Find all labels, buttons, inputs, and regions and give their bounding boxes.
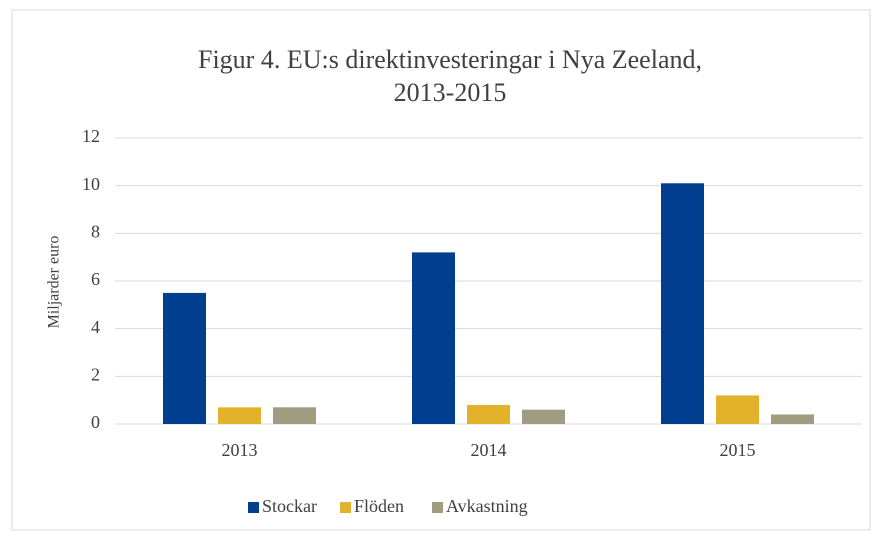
y-tick-label: 6 <box>91 269 100 289</box>
legend-label: Stockar <box>262 496 317 516</box>
bar <box>273 407 316 424</box>
y-tick-label: 2 <box>91 364 100 384</box>
y-tick-label: 12 <box>82 126 100 146</box>
bar <box>716 395 759 424</box>
bar <box>661 183 704 424</box>
y-tick-label: 0 <box>91 412 100 432</box>
legend-label: Flöden <box>354 496 404 516</box>
legend-swatch <box>248 502 259 513</box>
legend-swatch <box>432 502 443 513</box>
bar <box>412 252 455 424</box>
bar <box>163 292 206 424</box>
x-tick-label: 2014 <box>471 440 507 460</box>
y-tick-label: 4 <box>91 317 100 337</box>
x-tick-label: 2013 <box>222 440 258 460</box>
bar <box>467 404 510 424</box>
y-tick-label: 10 <box>82 174 100 194</box>
bar <box>771 414 814 424</box>
x-tick-label: 2015 <box>720 440 756 460</box>
chart-title: Figur 4. EU:s direktinvesteringar i Nya … <box>198 45 702 107</box>
bar <box>218 407 261 424</box>
y-tick-label: 8 <box>91 221 100 241</box>
y-axis-label: Miljarder euro <box>46 236 63 329</box>
legend-swatch <box>340 502 351 513</box>
legend-label: Avkastning <box>446 496 528 516</box>
bar <box>522 409 565 424</box>
